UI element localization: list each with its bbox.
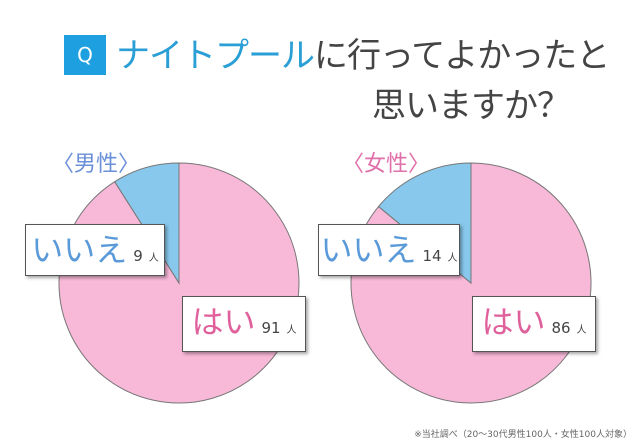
q-badge: Q xyxy=(64,35,106,75)
female-yes-callout: はい 86 人 xyxy=(472,296,596,352)
female-no-value: 14 xyxy=(422,247,442,265)
male-no-unit: 人 xyxy=(148,253,159,264)
question-title-line2: 思いますか？ xyxy=(372,86,571,126)
male-yes-callout: はい 91 人 xyxy=(182,296,306,352)
female-no-unit: 人 xyxy=(447,253,458,264)
female-yes-label: はい xyxy=(481,303,546,341)
female-yes-unit: 人 xyxy=(576,325,587,336)
female-yes-value: 86 xyxy=(551,319,571,337)
male-yes-value: 91 xyxy=(261,319,281,337)
male-label: 〈男性〉 xyxy=(52,152,141,177)
title-highlight: ナイトプール xyxy=(116,36,315,76)
footnote: ※当社調べ（20〜30代男性100人・女性100人対象） xyxy=(414,430,632,440)
title-rest: に行ってよかったと xyxy=(314,36,610,76)
female-no-label: いいえ xyxy=(320,231,417,269)
male-no-value: 9 xyxy=(133,247,143,265)
female-label: 〈女性〉 xyxy=(342,152,431,177)
question-title: ナイトプールに行ってよかったと xyxy=(116,28,610,77)
female-no-callout: いいえ 14 人 xyxy=(318,224,460,276)
male-yes-unit: 人 xyxy=(286,325,297,336)
male-yes-label: はい xyxy=(191,303,256,341)
male-no-label: いいえ xyxy=(31,231,128,269)
